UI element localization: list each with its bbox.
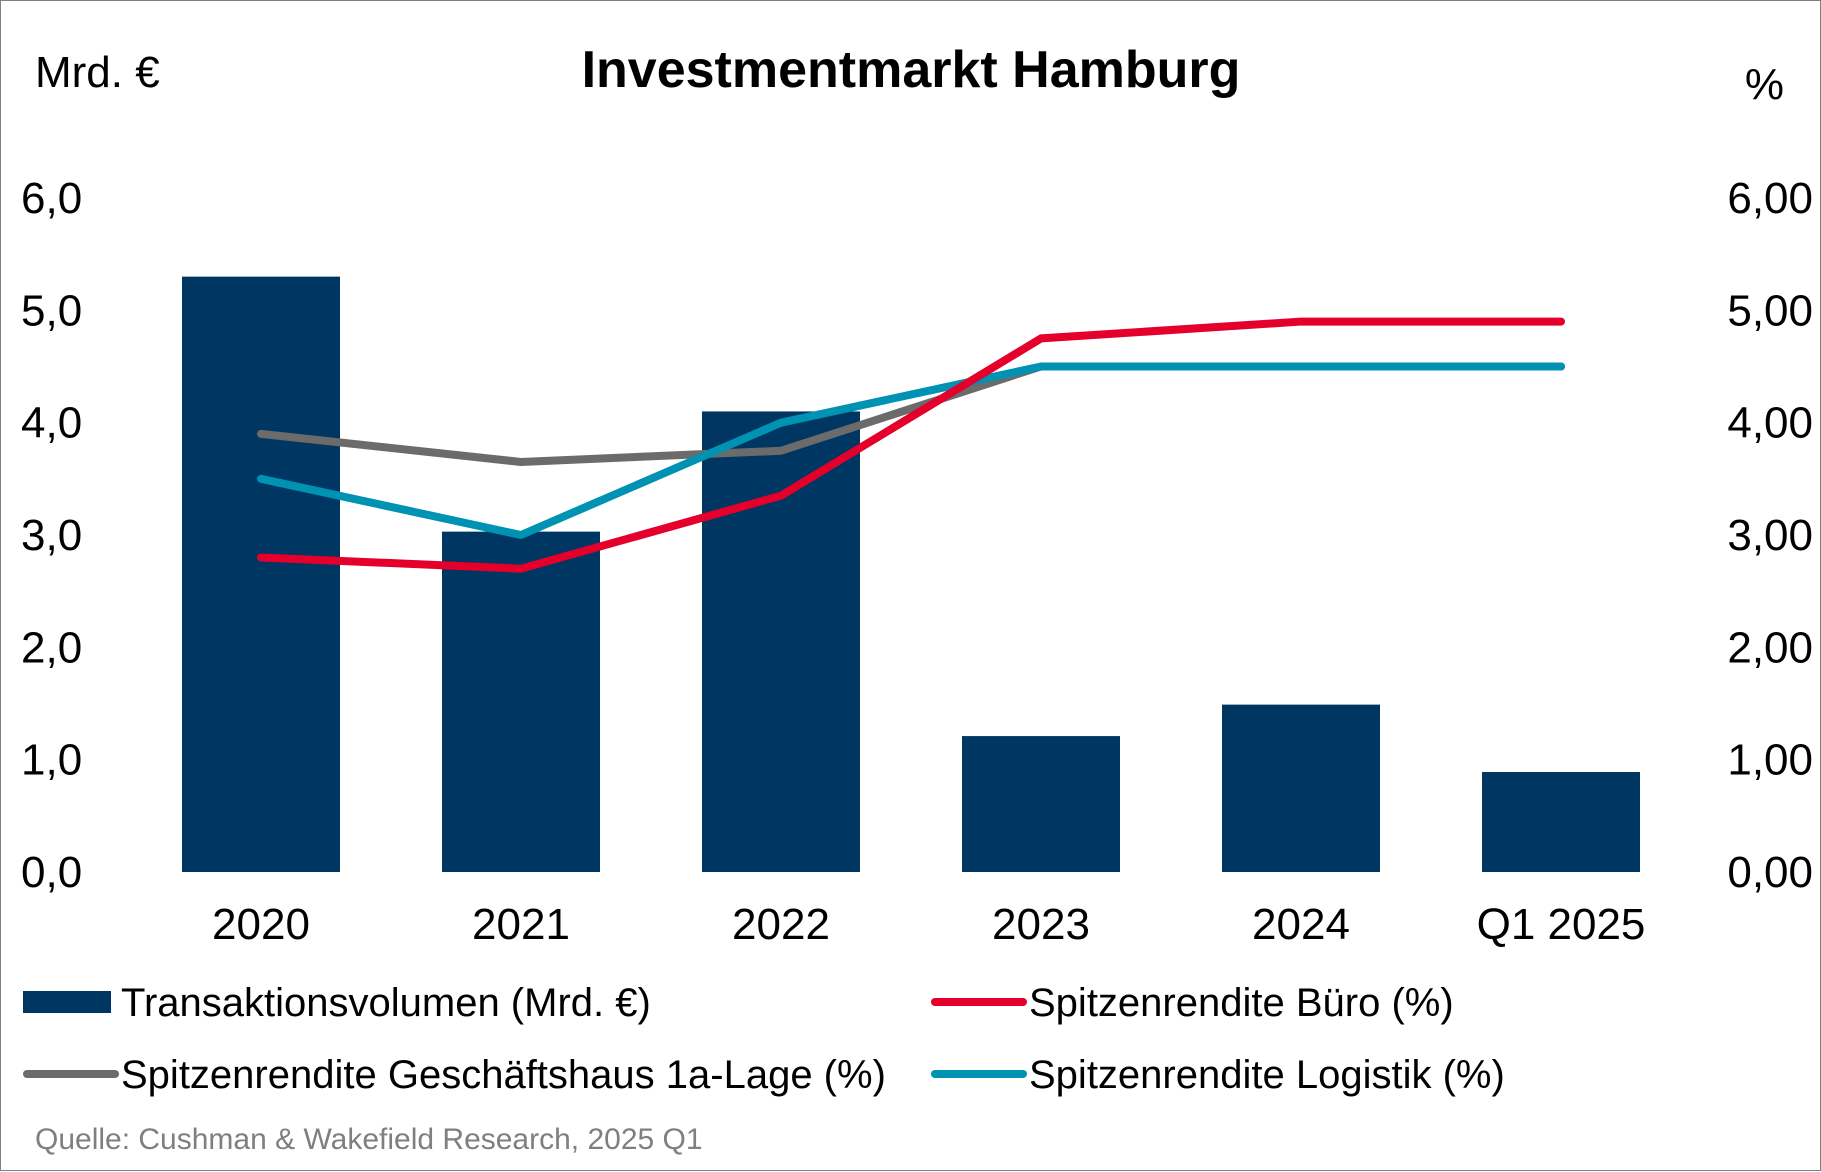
right-tick-label: 2,00 — [1727, 623, 1813, 672]
right-tick-label: 1,00 — [1727, 736, 1813, 785]
line-series — [257, 317, 1565, 573]
x-tick-label: 2022 — [732, 900, 830, 949]
right-tick-label: 5,00 — [1727, 286, 1813, 335]
legend-label: Spitzenrendite Geschäftshaus 1a-Lage (%) — [121, 1053, 886, 1097]
left-tick-label: 0,0 — [21, 848, 82, 897]
bar-series — [182, 276, 1640, 873]
legend-label: Spitzenrendite Logistik (%) — [1029, 1053, 1505, 1097]
legend-label: Spitzenrendite Büro (%) — [1029, 981, 1454, 1025]
right-tick-label: 3,00 — [1727, 511, 1813, 560]
bar-2023 — [962, 736, 1120, 872]
left-tick-label: 4,0 — [21, 399, 82, 448]
line-spitzenrendite-büro — [257, 317, 1565, 573]
right-axis-ticks: 0,00 1,00 2,00 3,00 4,00 5,00 6,00 — [1727, 174, 1813, 897]
right-tick-label: 0,00 — [1727, 848, 1813, 897]
legend-swatch — [23, 991, 111, 1013]
x-tick-label: 2020 — [212, 900, 310, 949]
right-tick-label: 6,00 — [1727, 174, 1813, 223]
legend-label: Transaktionsvolumen (Mrd. €) — [121, 981, 651, 1025]
left-tick-label: 1,0 — [21, 736, 82, 785]
bar-2020 — [182, 276, 340, 873]
x-tick-label: Q1 2025 — [1477, 900, 1646, 949]
left-tick-label: 5,0 — [21, 286, 82, 335]
line-spitzenrendite-logistik — [257, 362, 1565, 539]
bar-2021 — [442, 531, 600, 872]
x-tick-label: 2021 — [472, 900, 570, 949]
legend: Transaktionsvolumen (Mrd. €) Spitzenrendi… — [23, 981, 1505, 1097]
bar-2024 — [1222, 704, 1380, 872]
right-tick-label: 4,00 — [1727, 399, 1813, 448]
left-tick-label: 6,0 — [21, 174, 82, 223]
left-axis-unit: Mrd. € — [35, 48, 160, 97]
left-tick-label: 3,0 — [21, 511, 82, 560]
source-note: Quelle: Cushman & Wakefield Research, 20… — [35, 1123, 703, 1156]
chart-title: Investmentmarkt Hamburg — [582, 41, 1241, 99]
bar-2022 — [702, 411, 860, 872]
left-tick-label: 2,0 — [21, 623, 82, 672]
left-axis-ticks: 0,0 1,0 2,0 3,0 4,0 5,0 6,0 — [21, 174, 82, 897]
bar-q1-2025 — [1482, 772, 1640, 872]
right-axis-unit: % — [1745, 60, 1784, 109]
x-tick-label: 2023 — [992, 900, 1090, 949]
x-axis-ticks: 2020 2021 2022 2023 2024 Q1 2025 — [212, 900, 1645, 949]
x-tick-label: 2024 — [1252, 900, 1350, 949]
